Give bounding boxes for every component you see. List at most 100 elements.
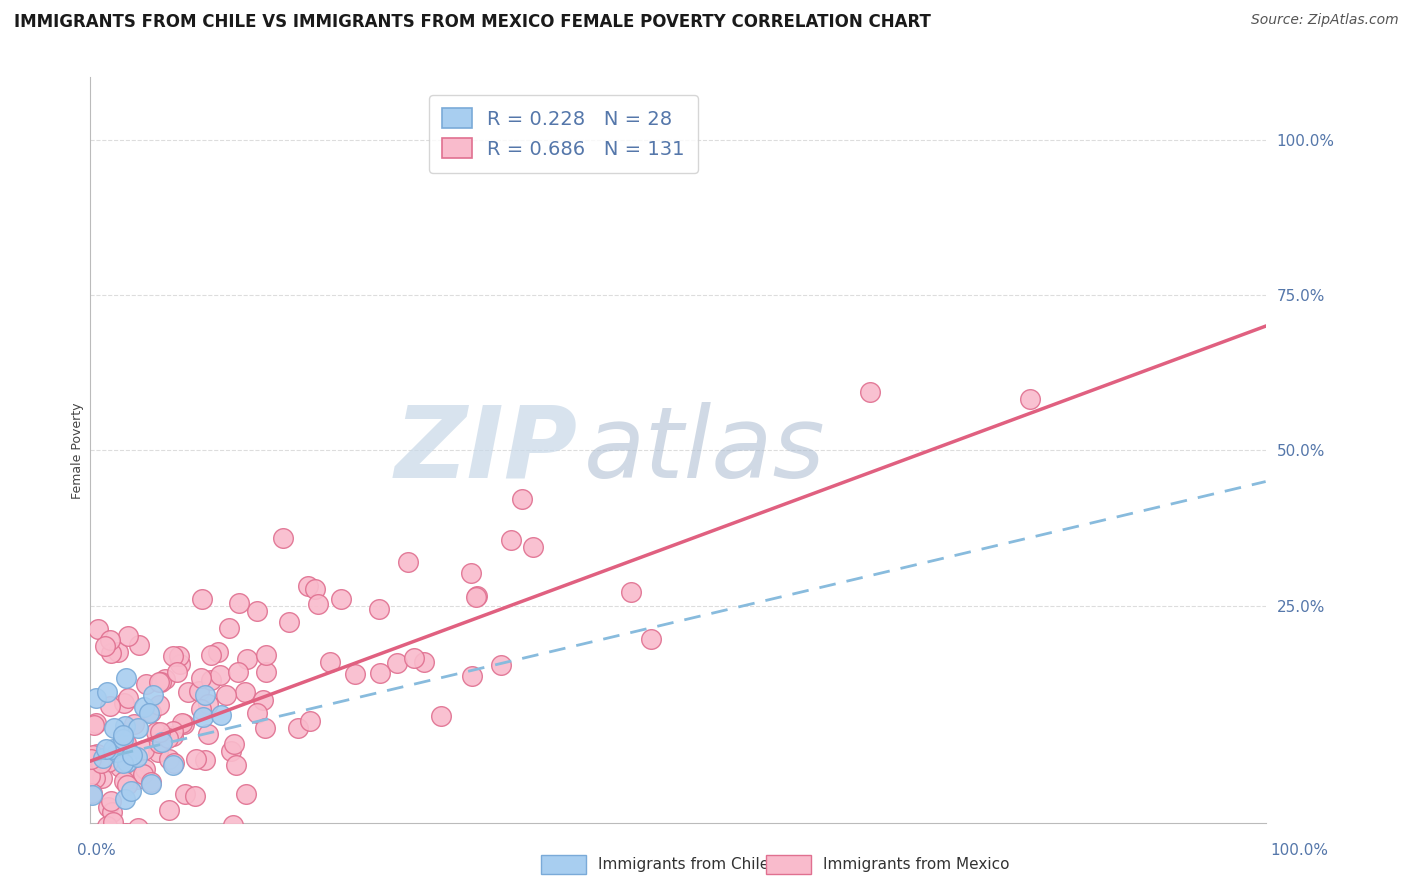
Point bbox=[460, 566, 482, 581]
Point bbox=[859, 385, 882, 400]
Point bbox=[157, 731, 180, 745]
Point bbox=[80, 788, 103, 802]
Point bbox=[277, 615, 299, 629]
Point bbox=[464, 590, 486, 604]
Point bbox=[224, 738, 246, 752]
Point bbox=[254, 721, 277, 735]
Point bbox=[100, 646, 122, 660]
Point bbox=[96, 819, 118, 833]
Text: Immigrants from Mexico: Immigrants from Mexico bbox=[823, 857, 1010, 871]
Legend: R = 0.228   N = 28, R = 0.686   N = 131: R = 0.228 N = 28, R = 0.686 N = 131 bbox=[429, 95, 699, 173]
Point bbox=[173, 716, 195, 731]
Point bbox=[228, 596, 250, 610]
Point bbox=[141, 777, 163, 791]
Point bbox=[207, 645, 229, 659]
Point bbox=[177, 685, 200, 699]
Point bbox=[100, 805, 122, 819]
Point bbox=[197, 727, 219, 741]
Point bbox=[115, 755, 138, 769]
Point bbox=[98, 632, 121, 647]
Point bbox=[107, 645, 129, 659]
Point bbox=[97, 800, 120, 814]
Text: IMMIGRANTS FROM CHILE VS IMMIGRANTS FROM MEXICO FEMALE POVERTY CORRELATION CHART: IMMIGRANTS FROM CHILE VS IMMIGRANTS FROM… bbox=[14, 13, 931, 31]
Point bbox=[184, 752, 207, 766]
Point bbox=[252, 693, 274, 707]
Point bbox=[108, 760, 131, 774]
Point bbox=[491, 658, 513, 673]
Point bbox=[148, 745, 170, 759]
Point bbox=[91, 751, 114, 765]
Point bbox=[134, 762, 156, 776]
Point bbox=[112, 731, 135, 745]
Point bbox=[233, 685, 256, 699]
Point bbox=[413, 656, 436, 670]
Point bbox=[367, 601, 389, 615]
Point bbox=[149, 724, 172, 739]
Point bbox=[170, 715, 193, 730]
Point bbox=[128, 638, 150, 652]
Point bbox=[522, 540, 544, 554]
Point bbox=[225, 758, 247, 772]
Point bbox=[297, 579, 319, 593]
Point bbox=[304, 582, 326, 596]
Point bbox=[122, 717, 145, 731]
Point bbox=[169, 657, 191, 672]
Point bbox=[111, 756, 134, 770]
Point bbox=[620, 585, 643, 599]
Point bbox=[330, 591, 353, 606]
Point bbox=[139, 775, 162, 789]
Point bbox=[91, 772, 114, 786]
Point bbox=[138, 706, 160, 720]
Point bbox=[162, 729, 184, 743]
Point bbox=[194, 753, 217, 767]
Point bbox=[298, 714, 321, 728]
Point bbox=[125, 772, 148, 786]
Point bbox=[103, 721, 125, 735]
Point bbox=[87, 754, 110, 768]
Point bbox=[114, 736, 136, 750]
Point bbox=[148, 698, 170, 712]
Point bbox=[191, 591, 214, 606]
Point bbox=[368, 665, 391, 680]
Text: Immigrants from Chile: Immigrants from Chile bbox=[598, 857, 769, 871]
Point bbox=[134, 829, 156, 843]
Point bbox=[127, 721, 149, 735]
Point bbox=[145, 724, 167, 739]
Point bbox=[236, 651, 259, 665]
Point bbox=[84, 691, 107, 706]
Point bbox=[235, 787, 257, 801]
Point bbox=[200, 648, 222, 663]
Point bbox=[127, 821, 149, 835]
Point bbox=[461, 669, 484, 683]
Point bbox=[82, 748, 104, 763]
Point bbox=[148, 674, 170, 689]
Point bbox=[344, 666, 367, 681]
Point bbox=[191, 710, 214, 724]
Text: Source: ZipAtlas.com: Source: ZipAtlas.com bbox=[1251, 13, 1399, 28]
Point bbox=[96, 685, 118, 699]
Point bbox=[148, 736, 170, 750]
Point bbox=[209, 707, 232, 722]
Point bbox=[510, 491, 533, 506]
Point bbox=[98, 699, 121, 714]
Point bbox=[246, 706, 269, 720]
Point bbox=[157, 803, 180, 817]
Point bbox=[125, 750, 148, 764]
Point bbox=[169, 648, 191, 663]
Point bbox=[79, 769, 101, 783]
Text: ZIP: ZIP bbox=[395, 402, 578, 499]
Point bbox=[254, 665, 277, 679]
Point bbox=[1019, 392, 1042, 406]
Point bbox=[200, 673, 222, 687]
Point bbox=[96, 755, 118, 769]
Point bbox=[398, 555, 420, 569]
Point bbox=[134, 700, 156, 714]
Point bbox=[121, 747, 143, 762]
Point bbox=[101, 829, 124, 843]
Point bbox=[430, 709, 453, 723]
Point bbox=[142, 688, 165, 702]
Point bbox=[246, 604, 269, 618]
Point bbox=[219, 743, 242, 757]
Point bbox=[112, 696, 135, 710]
Point bbox=[222, 818, 245, 832]
